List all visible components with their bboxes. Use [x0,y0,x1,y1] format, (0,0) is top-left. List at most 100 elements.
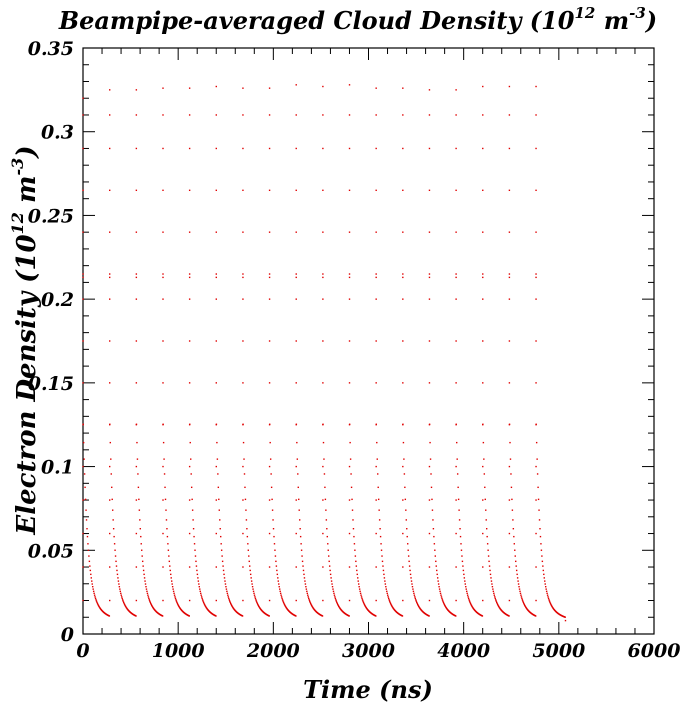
y-tick-label: 0.3 [41,122,74,144]
decay-point [204,605,207,607]
decay-point [113,543,116,545]
decay-point [271,498,273,501]
decay-point [229,600,231,602]
rise-point [455,231,457,233]
rise-point [535,599,537,602]
decay-point [220,543,222,545]
decay-point [324,486,326,489]
decay-point [277,577,279,579]
decay-point [539,528,541,530]
rise-point [162,87,164,89]
x-tick-label: 2000 [246,640,300,662]
decay-point [375,423,377,425]
decay-point [462,565,464,567]
decay-point [332,590,335,593]
decay-point [377,473,379,475]
decay-point [511,498,513,501]
decay-point [428,615,430,617]
decay-point [390,604,393,607]
decay-point [138,498,140,501]
decay-point [490,577,492,579]
decay-point [193,543,196,545]
rise-point [535,298,537,300]
decay-point [230,602,232,605]
rise-point [295,532,297,535]
rise-point [215,499,217,501]
rise-point [535,114,537,116]
rise-point [535,147,537,150]
rise-point [375,273,377,275]
rise-point [295,298,297,300]
decay-point [435,560,437,563]
decay-point [171,586,174,588]
rise-point [455,189,457,192]
decay-point [93,594,96,596]
decay-point [83,473,86,475]
decay-point [375,615,377,617]
rise-point [162,231,164,233]
rise-point [348,465,351,468]
decay-point [258,605,260,607]
rise-point [242,566,244,568]
decay-point [387,596,389,598]
decay-point [460,543,462,545]
rise-point [82,382,84,384]
rise-point [322,276,324,279]
decay-point [356,573,358,576]
rise-point [135,566,138,568]
decay-point [469,602,472,605]
decay-point [379,535,382,538]
decay-point [273,535,275,538]
decay-point [466,590,468,593]
rise-point [348,566,351,568]
rise-point [295,465,297,468]
decay-point [192,519,194,521]
decay-point [163,473,166,475]
rise-point [242,87,244,89]
rise-point [295,231,297,233]
decay-point [401,615,404,617]
decay-point [384,580,386,582]
decay-point [164,498,167,501]
decay-point [403,473,406,475]
decay-point [143,577,146,579]
decay-point [94,596,96,598]
rise-point [188,465,191,468]
rise-point [135,114,138,116]
decay-point [137,473,139,475]
rise-point [109,566,111,568]
decay-point [331,586,334,588]
decay-point [378,519,381,521]
decay-point [253,594,256,596]
decay-point [381,555,383,557]
decay-point [349,441,351,444]
y-tick-label: 0.2 [41,289,74,311]
decay-point [163,458,165,460]
decay-point [167,549,170,551]
rise-point [455,499,457,501]
rise-point [82,499,84,501]
decay-point [438,588,441,590]
rise-point [375,276,377,279]
decay-point [543,577,545,579]
decay-point [466,594,469,596]
decay-point [331,583,333,585]
decay-point [86,528,88,530]
decay-point [537,498,540,501]
rise-point [188,298,191,300]
decay-point [435,565,437,567]
decay-point [275,560,277,563]
decay-point [403,458,405,460]
decay-point [413,594,416,596]
decay-point [197,580,200,582]
rise-point [348,599,351,602]
decay-point [218,509,220,511]
rise-point [109,382,111,384]
decay-point [118,586,121,588]
decay-point [541,560,544,563]
decay-point [244,486,246,489]
rise-point [402,499,404,501]
data-series [82,84,567,622]
rise-point [162,147,164,150]
x-tick-label: 0 [76,640,89,662]
